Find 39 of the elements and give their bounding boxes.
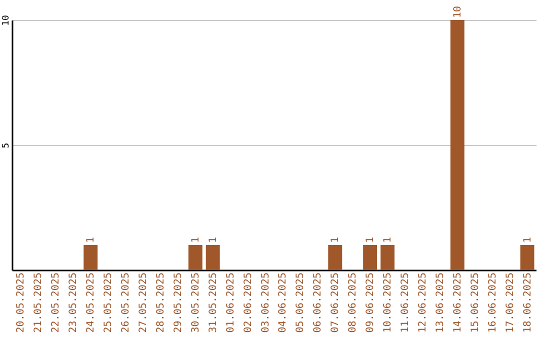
x-tick-label: 31.05.2025 <box>208 272 219 333</box>
x-tick-label: 18.06.2025 <box>522 272 534 333</box>
x-tick-label: 16.06.2025 <box>487 272 498 333</box>
x-tick-label: 03.06.2025 <box>260 272 272 333</box>
x-tick-label: 26.05.2025 <box>120 272 132 333</box>
x-tick-label: 21.05.2025 <box>33 272 44 333</box>
x-tick-label: 27.05.2025 <box>138 272 149 333</box>
x-tick-label: 04.06.2025 <box>278 272 289 333</box>
x-tick-label: 08.06.2025 <box>348 272 359 333</box>
x-tick-label: 05.06.2025 <box>295 272 306 333</box>
x-tick-label: 12.06.2025 <box>417 272 428 333</box>
x-tick-label: 01.06.2025 <box>225 272 236 333</box>
data-label: 1 <box>330 236 342 243</box>
x-tick-label: 29.05.2025 <box>172 272 184 333</box>
data-label: 1 <box>382 236 394 243</box>
x-tick-label: 28.05.2025 <box>155 272 166 333</box>
x-tick-label: 13.06.2025 <box>434 272 446 333</box>
x-tick-label: 14.06.2025 <box>452 272 464 333</box>
data-label: 1 <box>365 236 376 243</box>
data-label: 1 <box>208 236 219 243</box>
x-tick-label: 22.05.2025 <box>50 272 62 333</box>
y-tick-label: 5 <box>2 142 12 148</box>
x-tick-label: 07.06.2025 <box>330 272 342 333</box>
x-tick-label: 10.06.2025 <box>382 272 394 333</box>
x-tick-label: 23.05.2025 <box>68 272 80 333</box>
x-tick-label: 24.05.2025 <box>86 272 97 333</box>
x-tick-label: 06.06.2025 <box>312 272 324 333</box>
x-tick-label: 09.06.2025 <box>365 272 376 333</box>
x-tick-label: 17.06.2025 <box>504 272 516 333</box>
data-label: 1 <box>522 236 534 243</box>
x-tick-label: 15.06.2025 <box>470 272 481 333</box>
x-tick-label: 30.05.2025 <box>190 272 202 333</box>
data-label: 1 <box>86 236 97 243</box>
x-tick-label: 25.05.2025 <box>103 272 114 333</box>
x-tick-label: 11.06.2025 <box>400 272 411 333</box>
x-tick-label: 20.05.2025 <box>16 272 27 333</box>
x-tick-label: 02.06.2025 <box>242 272 254 333</box>
data-label: 10 <box>452 6 464 18</box>
data-label: 1 <box>190 236 202 243</box>
